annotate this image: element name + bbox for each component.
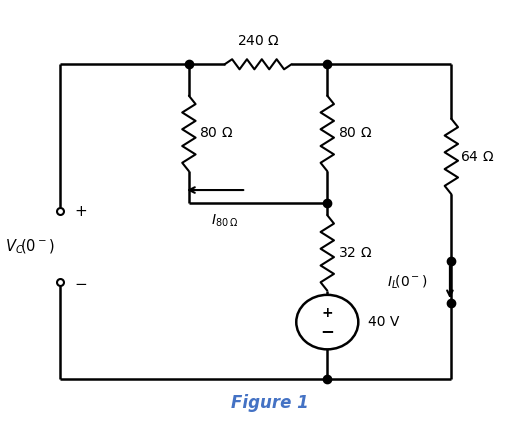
Text: $-$: $-$ [74, 275, 88, 290]
Text: +: + [321, 306, 332, 320]
Text: 32 $\Omega$: 32 $\Omega$ [337, 246, 371, 260]
Text: −: − [320, 322, 333, 340]
Text: 80 $\Omega$: 80 $\Omega$ [337, 127, 371, 141]
Text: Figure 1: Figure 1 [231, 394, 308, 412]
Text: 64 $\Omega$: 64 $\Omega$ [459, 149, 493, 163]
Text: 40 V: 40 V [367, 315, 399, 329]
Text: 240 $\Omega$: 240 $\Omega$ [236, 33, 279, 48]
Text: $I_L\!\left(0^-\right)$: $I_L\!\left(0^-\right)$ [386, 273, 427, 291]
Text: $V_C\!\left(0^-\right)$: $V_C\!\left(0^-\right)$ [6, 238, 55, 256]
Text: +: + [74, 203, 87, 219]
Text: 80 $\Omega$: 80 $\Omega$ [199, 127, 233, 141]
Text: $I_{80\,\Omega}$: $I_{80\,\Omega}$ [211, 213, 238, 230]
